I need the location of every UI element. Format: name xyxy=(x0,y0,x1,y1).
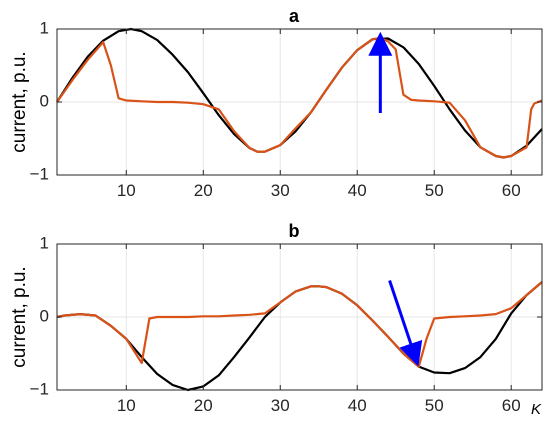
panel-b-x-tick-label: 20 xyxy=(194,396,213,415)
panel-a-title: a xyxy=(289,6,300,26)
panel-b-x-tick-label: 30 xyxy=(271,396,290,415)
panel-a-ylabel: current, p.u. xyxy=(9,51,30,152)
panel-b-ylabel: current, p.u. xyxy=(9,266,30,367)
panel-b-x-tick-label: 50 xyxy=(425,396,444,415)
panel-b-series-line-1 xyxy=(56,281,543,368)
panel-a-series-line-1 xyxy=(56,36,543,159)
panel-a-x-tick-label: 40 xyxy=(348,181,367,200)
panel-b-x-tick-label: 10 xyxy=(117,396,136,415)
panel-b: b 10 20 30 40 50 60 −1 0 1 current, p.u. K xyxy=(9,221,543,418)
panel-a-y-tick-label: 1 xyxy=(40,18,49,37)
panel-a-x-tick-label: 50 xyxy=(425,181,444,200)
panel-a-y-tick-label: 0 xyxy=(40,91,49,110)
panel-a-x-tick-label: 20 xyxy=(194,181,213,200)
panel-b-series xyxy=(56,281,543,392)
panel-a-x-tick-label: 30 xyxy=(271,181,290,200)
panel-a-x-tick-label: 10 xyxy=(117,181,136,200)
panel-b-x-tick-label: 60 xyxy=(502,396,521,415)
panel-b-ticks xyxy=(57,243,542,391)
panel-a-grid xyxy=(57,28,542,176)
panel-a-x-tick-label: 60 xyxy=(502,181,521,200)
panel-b-x-tick-label: 40 xyxy=(348,396,367,415)
panel-b-y-tick-label: 0 xyxy=(40,306,49,325)
panel-b-y-tick-label: 1 xyxy=(40,233,49,252)
panel-a-y-tick-label: −1 xyxy=(30,164,49,183)
panel-b-series-line-0 xyxy=(56,281,543,392)
panel-a-series xyxy=(56,27,543,159)
panel-a-ticks xyxy=(57,28,542,176)
panel-a-tick-labels: 10 20 30 40 50 60 −1 0 1 xyxy=(30,18,521,200)
panel-b-y-tick-label: −1 xyxy=(30,379,49,398)
panel-a-series-line-0 xyxy=(56,27,543,159)
panel-b-title: b xyxy=(289,221,300,241)
panel-b-xlabel: K xyxy=(531,401,542,418)
panel-b-tick-labels: 10 20 30 40 50 60 −1 0 1 xyxy=(30,233,521,415)
panel-b-annotation-arrow xyxy=(388,280,423,367)
panel-b-annotations xyxy=(388,280,423,367)
panel-a: a 10 20 30 40 50 60 −1 0 1 current, p.u. xyxy=(9,6,543,200)
